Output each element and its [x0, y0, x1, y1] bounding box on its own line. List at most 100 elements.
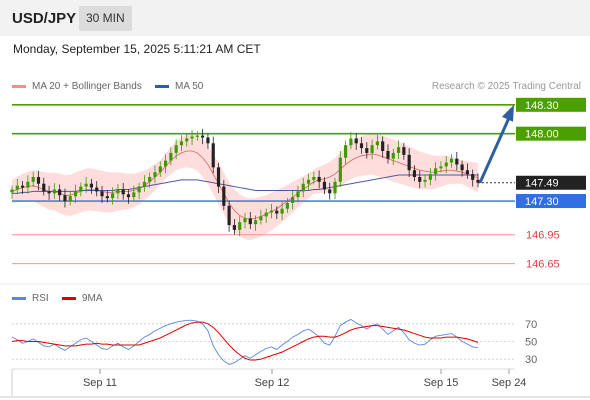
candle-body [269, 210, 274, 213]
candle-body [26, 181, 30, 188]
candle-body [312, 176, 316, 180]
candle-body [280, 208, 284, 214]
candle-body [471, 174, 475, 180]
ma50-swatch-icon [155, 84, 169, 88]
candle-body [195, 135, 199, 137]
9ma-label: 9MA [82, 293, 103, 304]
candle-body [63, 195, 67, 202]
candle-body [95, 187, 99, 192]
candle-body [42, 183, 46, 192]
candle-body [375, 141, 379, 146]
interval-button[interactable]: 30 MIN [79, 6, 132, 31]
ma20-swatch-icon [12, 84, 26, 88]
candle-body [89, 183, 94, 188]
rsi-tick-label: 30 [525, 354, 537, 366]
candle-body [264, 212, 268, 217]
candle-body [354, 138, 358, 144]
candle-body [386, 150, 390, 159]
candle-body [15, 185, 19, 190]
candle-body [47, 191, 51, 194]
candle-body [301, 183, 305, 192]
candle-body [333, 181, 337, 194]
candle-body [444, 162, 448, 167]
candle-body [359, 143, 364, 149]
candle-body [370, 145, 374, 153]
x-tick-label: Sep 24 [492, 377, 527, 389]
candle-body [185, 138, 189, 142]
candle-body [338, 157, 342, 182]
candle-body [306, 179, 311, 184]
rsi-swatch-icon [12, 296, 26, 300]
candle-body [137, 186, 141, 193]
candle-body [460, 164, 464, 171]
level-tag-resistance [516, 97, 586, 112]
candle-body [52, 189, 56, 194]
candle-body [227, 205, 231, 226]
candle-body [174, 145, 178, 153]
candle-body [402, 147, 406, 155]
candle-body [412, 170, 417, 177]
candle-body [211, 143, 215, 168]
bollinger-band [12, 133, 478, 241]
candle-body [206, 137, 210, 144]
rsi-tick-label: 70 [525, 319, 537, 331]
timestamp: Monday, September 15, 2025 5:11:21 AM CE… [13, 42, 261, 56]
candle-body [349, 138, 353, 146]
candle-body [322, 181, 327, 190]
candle-body [285, 202, 289, 209]
candle-body [434, 168, 438, 175]
candle-body [465, 170, 469, 175]
support-label: 146.95 [526, 230, 560, 242]
candle-body [100, 191, 104, 197]
candle-body [190, 136, 194, 139]
candle-body [126, 194, 131, 198]
header-bar: USD/JPY 30 MIN [0, 0, 590, 36]
candle-body [317, 176, 321, 182]
legend-ma20: MA 20 + Bollinger Bands [12, 81, 142, 92]
candle-body [116, 189, 120, 194]
level-tag-resistance [516, 126, 586, 141]
candle-body [111, 193, 115, 199]
candle-body [121, 189, 125, 195]
candle-body [153, 172, 157, 177]
x-tick-label: Sep 12 [255, 377, 290, 389]
candle-body [21, 185, 25, 188]
legend-9ma: 9MA [62, 293, 103, 304]
level-label-pivot: 147.30 [525, 196, 559, 208]
candle-body [344, 145, 348, 158]
current-price-tag [516, 175, 586, 190]
candle-body [248, 218, 252, 225]
candle-body [391, 152, 395, 159]
candle-body [291, 197, 295, 203]
rsi-label: RSI [32, 293, 49, 304]
candle-body [423, 179, 427, 182]
projection-arrow [478, 117, 511, 184]
legend-rsi: RSI [12, 293, 49, 304]
candle-body [476, 179, 480, 183]
research-credit: Research © 2025 Trading Central [431, 81, 581, 92]
candle-body [142, 181, 146, 187]
legend-ma50: MA 50 [155, 81, 203, 92]
rsi-ma-line [11, 321, 479, 361]
candle-body [148, 176, 152, 182]
projection-arrowhead-icon [502, 104, 514, 122]
x-tick-label: Sep 11 [83, 377, 117, 389]
candle-body [31, 176, 35, 182]
ma50-label: MA 50 [175, 81, 204, 92]
candle-body [254, 220, 258, 225]
candle-body [179, 141, 184, 146]
rsi-tick-label: 50 [525, 337, 537, 349]
candle-body [296, 191, 300, 198]
9ma-swatch-icon [62, 296, 76, 300]
candle-body [73, 191, 78, 197]
candle-body [68, 196, 72, 202]
candle-body [84, 183, 88, 187]
level-label-resistance: 148.30 [525, 100, 559, 112]
candle-body [132, 192, 136, 198]
candle-body [238, 222, 242, 230]
candle-body [449, 158, 454, 163]
candle-body [396, 147, 401, 153]
candle-body [232, 225, 236, 230]
candle-body [222, 186, 226, 206]
